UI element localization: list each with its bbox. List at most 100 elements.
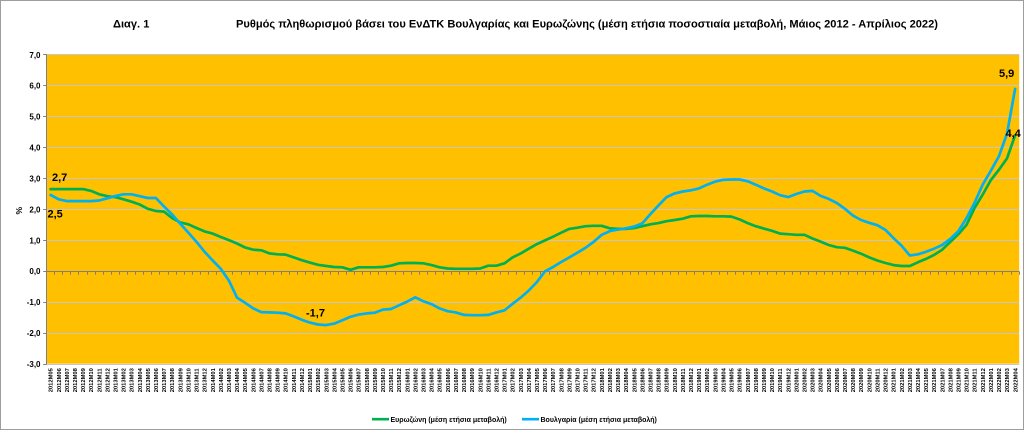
svg-text:0,0: 0,0 <box>29 267 41 276</box>
svg-text:2014M11: 2014M11 <box>292 368 298 393</box>
svg-text:%: % <box>14 207 24 215</box>
svg-text:-2,0: -2,0 <box>27 329 41 338</box>
svg-text:2015M10: 2015M10 <box>381 368 387 392</box>
svg-text:2017M08: 2017M08 <box>559 367 565 392</box>
svg-text:2018M10: 2018M10 <box>673 368 679 392</box>
svg-text:2013M09: 2013M09 <box>178 367 184 392</box>
svg-text:2021M04: 2021M04 <box>916 367 922 392</box>
svg-text:2020M04: 2020M04 <box>819 367 825 392</box>
svg-text:2017M05: 2017M05 <box>535 367 541 392</box>
svg-text:2017M03: 2017M03 <box>519 367 525 392</box>
svg-text:2012M09: 2012M09 <box>81 367 87 392</box>
svg-text:2017M02: 2017M02 <box>511 368 517 392</box>
svg-text:2015M01: 2015M01 <box>308 367 314 392</box>
svg-text:2013M10: 2013M10 <box>186 368 192 392</box>
svg-text:2019M10: 2019M10 <box>770 368 776 392</box>
svg-text:2016M07: 2016M07 <box>454 368 460 392</box>
svg-text:2012M07: 2012M07 <box>65 368 71 392</box>
svg-text:2015M04: 2015M04 <box>332 367 338 392</box>
svg-text:2013M07: 2013M07 <box>162 368 168 392</box>
svg-text:2021M11: 2021M11 <box>973 368 979 393</box>
svg-text:2019M03: 2019M03 <box>713 367 719 392</box>
svg-text:6,0: 6,0 <box>29 82 41 91</box>
svg-text:2013M03: 2013M03 <box>130 367 136 392</box>
svg-text:2013M05: 2013M05 <box>146 367 152 392</box>
svg-text:2020M03: 2020M03 <box>811 367 817 392</box>
svg-text:2020M05: 2020M05 <box>827 367 833 392</box>
svg-text:2,7: 2,7 <box>52 172 67 184</box>
svg-text:2019M05: 2019M05 <box>730 367 736 392</box>
svg-text:2013M01: 2013M01 <box>114 367 120 392</box>
svg-text:2019M09: 2019M09 <box>762 367 768 392</box>
svg-text:2021M07: 2021M07 <box>940 368 946 392</box>
svg-text:2012M12: 2012M12 <box>105 368 111 392</box>
svg-text:2016M08: 2016M08 <box>462 367 468 392</box>
svg-text:2018M06: 2018M06 <box>640 367 646 392</box>
svg-text:2015M06: 2015M06 <box>349 367 355 392</box>
svg-text:2016M04: 2016M04 <box>430 367 436 392</box>
svg-text:-3,0: -3,0 <box>27 360 41 369</box>
svg-text:2019M12: 2019M12 <box>786 368 792 392</box>
svg-text:2014M07: 2014M07 <box>259 368 265 392</box>
svg-text:2021M05: 2021M05 <box>924 367 930 392</box>
svg-text:2018M04: 2018M04 <box>624 367 630 392</box>
svg-text:2016M12: 2016M12 <box>494 368 500 392</box>
svg-text:2,0: 2,0 <box>29 205 41 214</box>
svg-text:4,0: 4,0 <box>29 144 41 153</box>
svg-text:2019M02: 2019M02 <box>705 368 711 392</box>
svg-text:2014M04: 2014M04 <box>235 367 241 392</box>
svg-text:2021M09: 2021M09 <box>957 367 963 392</box>
svg-text:2022M02: 2022M02 <box>997 368 1003 392</box>
svg-text:2018M09: 2018M09 <box>665 367 671 392</box>
svg-text:2017M01: 2017M01 <box>503 367 509 392</box>
svg-text:2017M06: 2017M06 <box>543 367 549 392</box>
svg-text:2020M12: 2020M12 <box>884 368 890 392</box>
svg-text:2,5: 2,5 <box>48 209 63 221</box>
svg-text:2016M09: 2016M09 <box>470 367 476 392</box>
svg-text:2018M02: 2018M02 <box>608 368 614 392</box>
svg-text:1,0: 1,0 <box>29 236 41 245</box>
svg-text:2018M03: 2018M03 <box>616 367 622 392</box>
svg-text:2016M02: 2016M02 <box>413 368 419 392</box>
svg-text:2021M01: 2021M01 <box>892 367 898 392</box>
svg-text:2017M09: 2017M09 <box>567 367 573 392</box>
svg-text:2015M03: 2015M03 <box>324 367 330 392</box>
svg-text:2012M06: 2012M06 <box>57 367 63 392</box>
svg-text:2012M05: 2012M05 <box>49 367 55 392</box>
svg-text:2017M10: 2017M10 <box>576 368 582 392</box>
svg-text:2018M12: 2018M12 <box>689 368 695 392</box>
svg-text:2014M09: 2014M09 <box>276 367 282 392</box>
svg-text:2018M05: 2018M05 <box>632 367 638 392</box>
svg-text:2013M11: 2013M11 <box>195 368 201 393</box>
svg-text:2018M01: 2018M01 <box>600 367 606 392</box>
svg-text:Ρυθμός πληθωρισμού βάσει του Ε: Ρυθμός πληθωρισμού βάσει του ΕνΔΤΚ Βουλγ… <box>236 18 938 30</box>
svg-text:2022M04: 2022M04 <box>1013 367 1019 392</box>
svg-text:2013M02: 2013M02 <box>122 368 128 392</box>
svg-text:2020M08: 2020M08 <box>851 367 857 392</box>
svg-text:2015M09: 2015M09 <box>373 367 379 392</box>
svg-text:2016M11: 2016M11 <box>486 368 492 393</box>
svg-text:7,0: 7,0 <box>29 51 41 60</box>
svg-text:2015M08: 2015M08 <box>365 367 371 392</box>
svg-text:2020M01: 2020M01 <box>794 367 800 392</box>
svg-text:2017M04: 2017M04 <box>527 367 533 392</box>
svg-text:2017M07: 2017M07 <box>551 368 557 392</box>
svg-text:2013M08: 2013M08 <box>170 367 176 392</box>
svg-text:2014M08: 2014M08 <box>268 367 274 392</box>
svg-text:2014M10: 2014M10 <box>284 368 290 392</box>
svg-text:2014M01: 2014M01 <box>211 367 217 392</box>
svg-text:2014M02: 2014M02 <box>219 368 225 392</box>
svg-text:2018M08: 2018M08 <box>657 367 663 392</box>
svg-text:2014M06: 2014M06 <box>251 367 257 392</box>
svg-text:5,0: 5,0 <box>29 113 41 122</box>
svg-text:2019M04: 2019M04 <box>721 367 727 392</box>
svg-text:2013M06: 2013M06 <box>154 367 160 392</box>
svg-text:2017M12: 2017M12 <box>592 368 598 392</box>
svg-text:-1,7: -1,7 <box>306 308 325 320</box>
svg-text:2015M11: 2015M11 <box>389 368 395 393</box>
svg-text:Διαγ. 1: Διαγ. 1 <box>113 18 149 30</box>
svg-text:2012M10: 2012M10 <box>89 368 95 392</box>
svg-text:2016M10: 2016M10 <box>478 368 484 392</box>
svg-text:2020M09: 2020M09 <box>859 367 865 392</box>
svg-text:2014M12: 2014M12 <box>300 368 306 392</box>
